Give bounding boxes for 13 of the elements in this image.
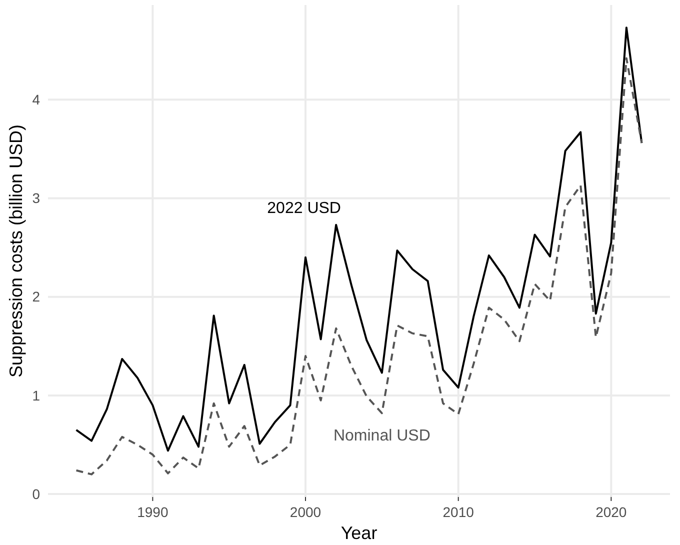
x-tick-label: 2000: [290, 504, 322, 520]
x-tick-label: 2020: [596, 504, 627, 520]
y-tick-label: 2: [32, 288, 40, 305]
x-axis-title: Year: [340, 523, 378, 543]
y-tick-label: 0: [32, 486, 40, 502]
y-axis-title: Suppression costs (billion USD): [6, 124, 26, 378]
y-tick-label: 3: [32, 190, 40, 206]
annotation: Nominal USD: [333, 427, 430, 444]
x-tick-label: 2010: [442, 504, 474, 520]
y-tick-label: 4: [32, 92, 40, 108]
y-tick-label: 1: [32, 387, 40, 404]
annotation: 2022 USD: [267, 200, 341, 217]
x-tick-label: 1990: [137, 504, 168, 520]
